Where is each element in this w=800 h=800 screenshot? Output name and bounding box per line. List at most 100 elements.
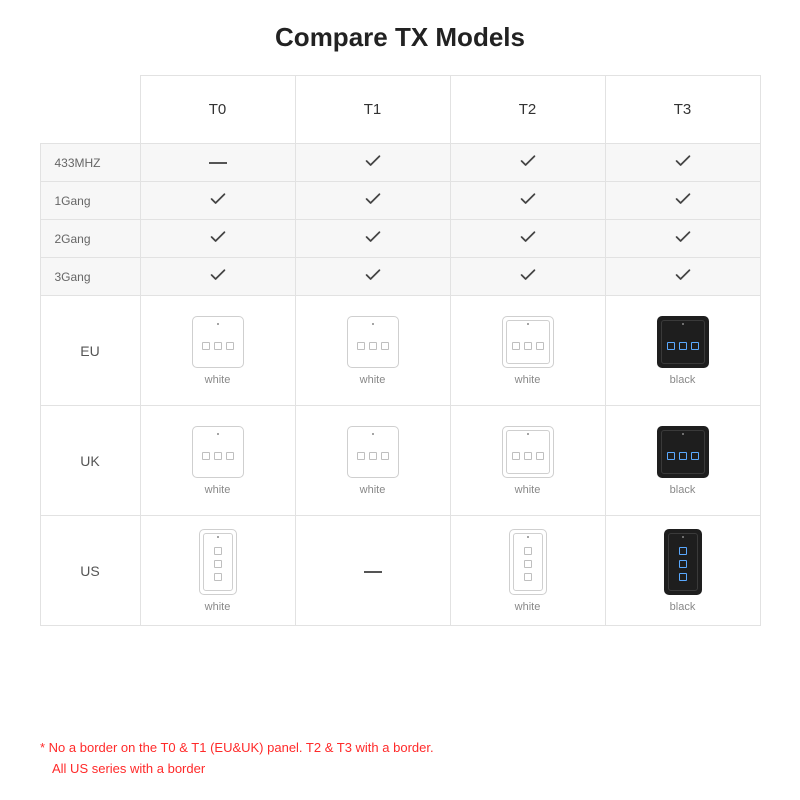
check-icon bbox=[210, 270, 226, 284]
feature-cell bbox=[140, 258, 295, 296]
panel-row: EU white white white black bbox=[40, 296, 760, 406]
panel-cell: white bbox=[451, 516, 605, 625]
panel-cell: white bbox=[141, 296, 295, 405]
panel-row-label: UK bbox=[40, 406, 140, 516]
check-icon bbox=[675, 232, 691, 246]
panel-caption: white bbox=[515, 484, 541, 496]
panel-cell: white bbox=[141, 406, 295, 515]
panel-td: white bbox=[450, 516, 605, 626]
col-header-t0: T0 bbox=[140, 76, 295, 144]
switch-panel-icon bbox=[192, 426, 244, 478]
feature-cell bbox=[450, 258, 605, 296]
panel-td: black bbox=[605, 516, 760, 626]
feature-cell bbox=[605, 182, 760, 220]
feature-row-label: 3Gang bbox=[40, 258, 140, 296]
feature-cell bbox=[140, 144, 295, 182]
switch-panel-icon bbox=[192, 316, 244, 368]
feature-cell bbox=[605, 258, 760, 296]
panel-td: white bbox=[295, 406, 450, 516]
feature-cell bbox=[295, 144, 450, 182]
feature-row: 2Gang bbox=[40, 220, 760, 258]
footnote: * No a border on the T0 & T1 (EU&UK) pan… bbox=[40, 738, 434, 780]
panel-td: white bbox=[450, 406, 605, 516]
check-icon bbox=[210, 232, 226, 246]
feature-cell bbox=[450, 182, 605, 220]
switch-panel-icon bbox=[664, 529, 702, 595]
feature-row: 3Gang bbox=[40, 258, 760, 296]
feature-row: 1Gang bbox=[40, 182, 760, 220]
panel-td: white bbox=[140, 296, 295, 406]
panel-row-label: US bbox=[40, 516, 140, 626]
feature-row-label: 433MHZ bbox=[40, 144, 140, 182]
switch-panel-icon bbox=[199, 529, 237, 595]
col-header-t2: T2 bbox=[450, 76, 605, 144]
panel-cell: black bbox=[606, 516, 760, 625]
panel-td: black bbox=[605, 296, 760, 406]
check-icon bbox=[675, 194, 691, 208]
check-icon bbox=[365, 194, 381, 208]
panel-td: white bbox=[140, 516, 295, 626]
check-icon bbox=[520, 270, 536, 284]
feature-cell bbox=[450, 144, 605, 182]
header-blank bbox=[40, 76, 140, 144]
check-icon bbox=[520, 156, 536, 170]
panel-td: white bbox=[295, 296, 450, 406]
check-icon bbox=[520, 232, 536, 246]
panel-caption: white bbox=[515, 374, 541, 386]
panel-caption: white bbox=[515, 601, 541, 613]
dash-icon bbox=[364, 571, 382, 573]
panel-cell: white bbox=[141, 516, 295, 625]
panel-cell: white bbox=[451, 406, 605, 515]
panel-td: white bbox=[450, 296, 605, 406]
panel-caption: white bbox=[205, 374, 231, 386]
panel-cell: black bbox=[606, 296, 760, 405]
feature-cell bbox=[140, 182, 295, 220]
check-icon bbox=[520, 194, 536, 208]
switch-panel-icon bbox=[347, 426, 399, 478]
panel-caption: black bbox=[670, 601, 696, 613]
comparison-table: T0 T1 T2 T3 433MHZ1Gang2Gang3GangEU white… bbox=[40, 75, 761, 626]
check-icon bbox=[675, 156, 691, 170]
feature-cell bbox=[295, 182, 450, 220]
feature-cell bbox=[450, 220, 605, 258]
panel-caption: black bbox=[670, 484, 696, 496]
switch-panel-icon bbox=[502, 316, 554, 368]
check-icon bbox=[365, 156, 381, 170]
feature-cell bbox=[140, 220, 295, 258]
feature-cell bbox=[295, 220, 450, 258]
check-icon bbox=[365, 232, 381, 246]
panel-row: UK white white white black bbox=[40, 406, 760, 516]
panel-cell: black bbox=[606, 406, 760, 515]
dash-icon bbox=[209, 162, 227, 164]
panel-caption: white bbox=[205, 601, 231, 613]
feature-row-label: 2Gang bbox=[40, 220, 140, 258]
header-row: T0 T1 T2 T3 bbox=[40, 76, 760, 144]
panel-row-label: EU bbox=[40, 296, 140, 406]
panel-row: US white white black bbox=[40, 516, 760, 626]
feature-cell bbox=[295, 258, 450, 296]
panel-td: black bbox=[605, 406, 760, 516]
switch-panel-icon bbox=[657, 316, 709, 368]
panel-caption: white bbox=[360, 374, 386, 386]
col-header-t3: T3 bbox=[605, 76, 760, 144]
panel-cell: white bbox=[451, 296, 605, 405]
switch-panel-icon bbox=[347, 316, 399, 368]
check-icon bbox=[675, 270, 691, 284]
panel-cell: white bbox=[296, 406, 450, 515]
panel-td bbox=[295, 516, 450, 626]
footnote-line-1: * No a border on the T0 & T1 (EU&UK) pan… bbox=[40, 738, 434, 759]
switch-panel-icon bbox=[509, 529, 547, 595]
switch-panel-icon bbox=[657, 426, 709, 478]
panel-caption: black bbox=[670, 374, 696, 386]
footnote-line-2: All US series with a border bbox=[40, 759, 434, 780]
feature-cell bbox=[605, 220, 760, 258]
switch-panel-icon bbox=[502, 426, 554, 478]
panel-caption: white bbox=[205, 484, 231, 496]
check-icon bbox=[365, 270, 381, 284]
feature-cell bbox=[605, 144, 760, 182]
feature-row: 433MHZ bbox=[40, 144, 760, 182]
panel-caption: white bbox=[360, 484, 386, 496]
panel-cell: white bbox=[296, 296, 450, 405]
page-title: Compare TX Models bbox=[0, 0, 800, 75]
col-header-t1: T1 bbox=[295, 76, 450, 144]
